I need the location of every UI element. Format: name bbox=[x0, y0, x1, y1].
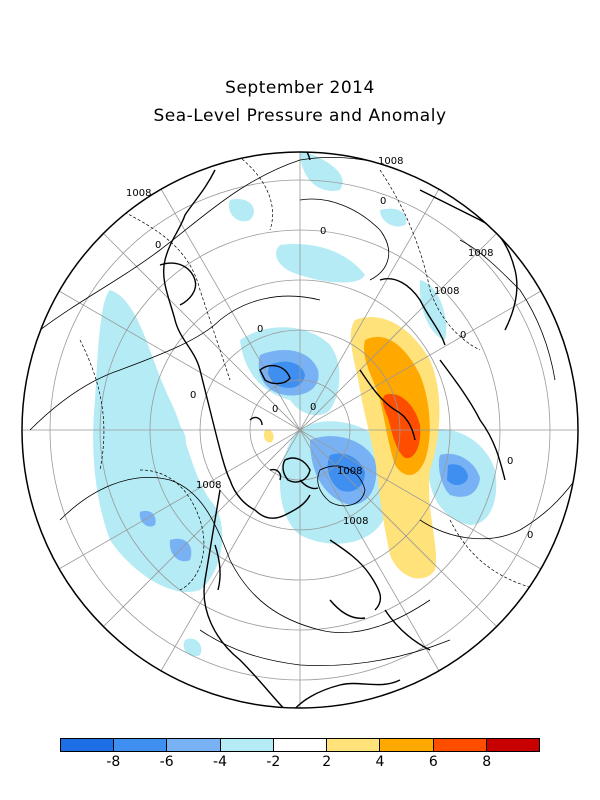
map-title: September 2014 bbox=[225, 78, 375, 98]
colorbar-ticks: -8 -6 -4 -2 2 4 6 8 bbox=[60, 754, 540, 774]
contour-label: 0 bbox=[507, 456, 513, 467]
contour-label: 0 bbox=[380, 196, 386, 207]
contour-label: 1008 bbox=[343, 516, 368, 527]
colorbar-swatch bbox=[327, 739, 381, 751]
anomaly-colorbar bbox=[60, 738, 540, 752]
contour-label: 0 bbox=[310, 402, 316, 413]
graticule bbox=[22, 152, 578, 708]
contour-label: 0 bbox=[320, 226, 326, 237]
colorbar-tick-label: -4 bbox=[213, 754, 227, 770]
colorbar-tick-label: 6 bbox=[428, 754, 438, 770]
contour-label: 1008 bbox=[378, 156, 403, 167]
map-subtitle: Sea-Level Pressure and Anomaly bbox=[153, 106, 447, 126]
contour-label: 1008 bbox=[434, 286, 459, 297]
colorbar-tick-label: -6 bbox=[159, 754, 174, 770]
contour-label: 0 bbox=[155, 240, 161, 251]
colorbar-swatch bbox=[61, 739, 115, 751]
contour-label: 0 bbox=[272, 404, 278, 415]
contour-label: 0 bbox=[460, 330, 466, 341]
colorbar-swatch bbox=[273, 739, 328, 751]
colorbar-swatch bbox=[167, 739, 221, 751]
map-boundary bbox=[21, 151, 579, 709]
colorbar-tick-label: 2 bbox=[322, 754, 332, 770]
colorbar-swatch bbox=[380, 739, 434, 751]
colorbar-swatch bbox=[486, 739, 539, 751]
contour-labels: 1008 0 1008 0 1008 1008 0 0 1008 1008 0 … bbox=[126, 156, 533, 541]
colorbar-tick-label: -2 bbox=[266, 754, 281, 770]
contour-label: 0 bbox=[257, 324, 263, 335]
contour-label: 1008 bbox=[196, 480, 221, 491]
anomaly-shading bbox=[93, 152, 497, 657]
contour-label: 1008 bbox=[468, 248, 493, 259]
contour-label: 0 bbox=[527, 530, 533, 541]
colorbar-tick-label: -8 bbox=[106, 754, 121, 770]
contour-label: 1008 bbox=[337, 466, 362, 477]
colorbar-swatch bbox=[114, 739, 168, 751]
colorbar-tick-label: 4 bbox=[375, 754, 385, 770]
colorbar-tick-label: 8 bbox=[482, 754, 492, 770]
contour-label: 0 bbox=[190, 390, 196, 401]
colorbar-swatch bbox=[433, 739, 487, 751]
contour-label: 1008 bbox=[126, 188, 151, 199]
colorbar-swatch bbox=[220, 739, 274, 751]
